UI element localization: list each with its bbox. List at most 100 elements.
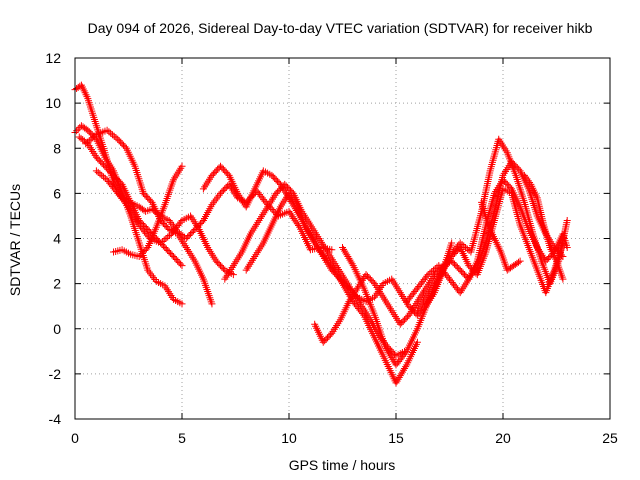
data-point <box>339 244 346 252</box>
data-point <box>222 183 230 191</box>
data-point <box>342 249 350 257</box>
y-tick-label: 2 <box>53 276 61 292</box>
data-point <box>147 197 155 205</box>
data-point <box>139 189 147 197</box>
data-point <box>385 348 393 356</box>
series-track-e <box>92 167 237 279</box>
data-point <box>229 271 237 279</box>
data-point <box>500 177 508 185</box>
data-point <box>450 260 458 268</box>
data-point <box>102 164 110 172</box>
y-tick-label: -4 <box>49 411 62 427</box>
data-point <box>130 212 138 220</box>
data-point <box>335 274 343 282</box>
data-point <box>396 372 404 380</box>
data-point <box>431 271 439 279</box>
data-point <box>218 164 226 172</box>
data-point <box>105 128 113 136</box>
data-point <box>515 258 523 266</box>
data-point <box>161 244 169 252</box>
data-point <box>469 266 477 274</box>
data-point <box>465 262 473 270</box>
series-track-m <box>413 185 567 315</box>
data-point <box>219 165 227 173</box>
data-point <box>87 135 95 143</box>
data-point <box>348 260 356 268</box>
data-point <box>135 253 143 261</box>
chart-title: Day 094 of 2026, Sidereal Day-to-day VTE… <box>88 20 593 36</box>
data-point <box>362 271 370 279</box>
data-point <box>268 205 276 213</box>
data-point <box>214 259 222 267</box>
data-point <box>383 346 391 354</box>
data-point <box>341 247 349 255</box>
data-point <box>117 138 125 146</box>
data-point <box>100 161 108 169</box>
data-point <box>392 379 400 387</box>
data-point <box>125 203 132 211</box>
data-point <box>328 266 336 274</box>
data-point <box>174 257 182 265</box>
data-point <box>114 176 122 184</box>
y-tick-label: 12 <box>45 50 61 66</box>
data-point <box>399 366 407 374</box>
data-point <box>542 257 550 265</box>
data-point <box>363 272 371 280</box>
x-tick-label: 0 <box>71 430 79 446</box>
data-point <box>342 281 350 289</box>
data-point <box>89 134 97 142</box>
data-point <box>189 227 197 235</box>
data-point <box>401 316 409 324</box>
data-point <box>107 129 115 137</box>
data-point <box>215 260 223 268</box>
data-point <box>131 214 139 222</box>
data-point <box>543 256 551 264</box>
data-point <box>402 314 410 322</box>
data-point <box>338 277 346 285</box>
data-point <box>423 272 431 280</box>
data-point <box>221 185 229 193</box>
data-point <box>219 265 227 273</box>
data-point <box>96 170 104 178</box>
data-point <box>76 123 84 131</box>
data-point <box>175 259 183 267</box>
x-tick-label: 5 <box>178 430 186 446</box>
data-point <box>448 253 456 261</box>
data-point <box>426 269 434 277</box>
data-point <box>449 251 457 259</box>
data-point <box>221 167 229 175</box>
data-point <box>381 343 389 351</box>
data-point <box>292 218 300 226</box>
data-point <box>466 263 474 271</box>
data-point <box>272 176 280 184</box>
data-point <box>92 153 100 161</box>
data-point <box>334 272 342 280</box>
data-point <box>82 140 90 148</box>
data-point <box>331 269 339 277</box>
data-point <box>115 137 123 145</box>
data-point <box>526 179 534 187</box>
data-point <box>344 253 352 261</box>
y-tick-label: 6 <box>53 185 61 201</box>
data-point <box>429 266 437 274</box>
data-point <box>343 283 351 291</box>
data-point <box>172 256 180 264</box>
data-point <box>107 168 115 176</box>
data-point <box>132 216 140 224</box>
data-point <box>219 186 227 194</box>
data-point <box>97 158 105 166</box>
data-point <box>164 224 172 232</box>
data-point <box>114 135 122 143</box>
data-point <box>101 162 109 170</box>
data-point <box>94 155 102 163</box>
data-point <box>394 375 402 383</box>
data-point <box>458 268 466 276</box>
data-point <box>211 168 219 176</box>
data-point <box>100 173 108 181</box>
data-point <box>112 174 120 182</box>
data-point <box>110 132 118 140</box>
data-point <box>340 245 348 253</box>
data-point <box>453 263 461 271</box>
data-point <box>129 210 137 218</box>
